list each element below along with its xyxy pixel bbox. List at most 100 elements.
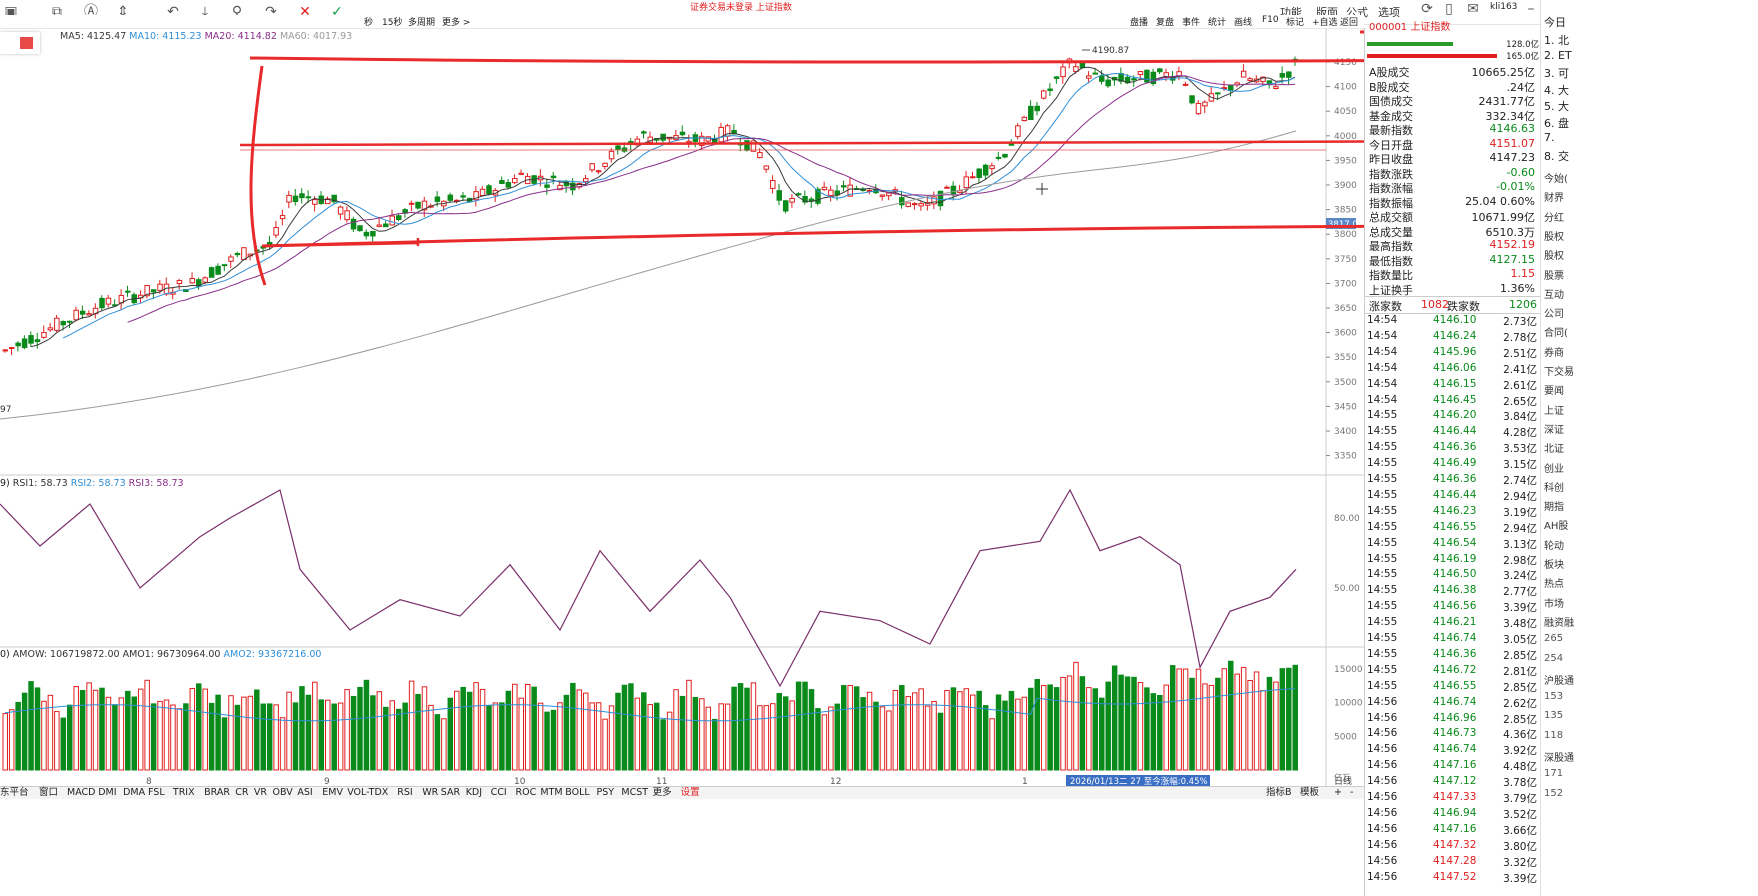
right-side-item[interactable]: 下交易 — [1544, 367, 1574, 378]
right-side-item[interactable]: 期指 — [1544, 502, 1564, 514]
user-name[interactable]: kli163 — [1490, 2, 1518, 12]
indicator-tab[interactable]: CR — [235, 787, 249, 798]
indicator-tab[interactable]: EMV — [322, 787, 343, 798]
right-side-item[interactable]: 市场 — [1544, 598, 1564, 610]
indicator-tab[interactable]: FSL — [148, 787, 165, 798]
indicator-tab[interactable]: MACD — [67, 787, 96, 798]
bottom-right-control[interactable]: + — [1334, 787, 1342, 798]
fit-icon[interactable]: ⇕ — [117, 4, 129, 20]
kline-chart[interactable]: 4150 4100 4050 4000 3950 3900 3850 3800 3750 3700… — [0, 28, 1364, 788]
right-side-item[interactable]: 公司 — [1544, 309, 1564, 321]
layout-icon[interactable]: ⧉ — [52, 4, 62, 20]
right-list-item[interactable]: 6. 盘 — [1544, 116, 1569, 130]
indicator-tab[interactable]: ASI — [297, 787, 313, 798]
indicator-tab[interactable]: BRAR — [204, 787, 230, 798]
tab-replay[interactable]: 复盘 — [1156, 18, 1175, 28]
check-icon[interactable]: ✓ — [331, 4, 343, 20]
right-list-item[interactable]: 2. ET — [1544, 48, 1572, 62]
right-side-item[interactable]: 合同( — [1544, 328, 1568, 340]
right-side-item[interactable]: 135 — [1544, 710, 1564, 722]
indicator-tab[interactable]: MCST — [621, 787, 649, 798]
right-list-item[interactable]: 3. 可 — [1544, 67, 1569, 80]
right-side-item[interactable]: 股权 — [1544, 231, 1564, 243]
right-side-item[interactable]: 北证 — [1544, 444, 1564, 456]
indicator-tab[interactable]: TRIX — [172, 787, 195, 798]
bottom-right-control[interactable]: 指标B — [1266, 787, 1292, 798]
tab-live[interactable]: 盘播 — [1130, 18, 1149, 28]
refresh-icon[interactable]: ⟳ — [1421, 1, 1433, 17]
indicator-tab[interactable]: DMI — [98, 787, 117, 798]
right-side-item[interactable]: 152 — [1544, 787, 1564, 799]
indicator-tab[interactable]: BOLL — [565, 787, 590, 798]
indicator-tab[interactable]: ROC — [515, 787, 537, 798]
right-side-item[interactable]: 沪股通 — [1544, 675, 1574, 687]
right-side-item[interactable]: 要闻 — [1544, 386, 1564, 398]
indicator-tab[interactable]: DMA — [123, 787, 146, 798]
right-side-item[interactable]: AH股 — [1544, 521, 1569, 533]
undo-icon[interactable]: ↶ — [167, 4, 179, 20]
indicator-tab[interactable]: 东平台 — [0, 787, 29, 798]
right-list-item[interactable]: 7. — [1544, 131, 1555, 144]
right-side-item[interactable]: 171 — [1544, 768, 1564, 780]
bottom-right-control[interactable]: 模板 — [1300, 787, 1320, 798]
right-side-item[interactable]: 互动 — [1544, 289, 1564, 301]
close-icon[interactable]: ✕ — [299, 4, 311, 20]
right-side-item[interactable]: 今始( — [1544, 174, 1568, 185]
tab-mark[interactable]: 标记 — [1286, 18, 1305, 28]
message-icon[interactable]: ✉ — [1467, 1, 1479, 17]
color-swatch[interactable] — [20, 37, 33, 49]
indicator-tab[interactable]: PSY — [596, 787, 615, 798]
right-side-item[interactable]: 254 — [1544, 652, 1564, 664]
tab-events[interactable]: 事件 — [1182, 18, 1201, 28]
right-side-item[interactable]: 分红 — [1544, 212, 1564, 224]
right-side-item[interactable]: 融资融 — [1544, 617, 1574, 629]
right-side-item[interactable]: 财界 — [1544, 193, 1564, 205]
right-side-item[interactable]: 265 — [1544, 633, 1564, 645]
menu-options[interactable]: 选项 — [1378, 6, 1400, 19]
right-side-item[interactable]: 股权 — [1544, 251, 1564, 263]
indicator-tab[interactable]: SAR — [440, 787, 461, 798]
right-side-item[interactable]: 上证 — [1544, 405, 1564, 417]
right-side-item[interactable]: 科创 — [1544, 482, 1564, 494]
indicator-tab[interactable]: VOL-TDX — [347, 787, 389, 798]
right-side-item[interactable]: 板块 — [1544, 560, 1564, 571]
right-side-item[interactable]: 153 — [1544, 691, 1564, 703]
indicator-tab[interactable]: CCI — [490, 787, 507, 798]
indicator-tab[interactable]: 窗口 — [39, 787, 59, 798]
indicator-tab[interactable]: MTM — [540, 787, 563, 798]
minimize-icon[interactable]: – — [1527, 1, 1535, 17]
right-list-item[interactable]: 5. 大 — [1544, 100, 1569, 113]
tab-second[interactable]: 秒 — [364, 18, 374, 28]
right-side-item[interactable]: 深证 — [1544, 424, 1564, 436]
mobile-icon[interactable]: ▯ — [1445, 1, 1453, 17]
tab-multi-period[interactable]: 多周期 — [408, 18, 436, 28]
download-icon[interactable]: ⤓ — [201, 4, 209, 20]
indicator-tab[interactable]: RSI — [397, 787, 413, 798]
indicator-tab[interactable]: KDJ — [465, 787, 483, 798]
right-side-item[interactable]: 创业 — [1544, 463, 1564, 475]
indicator-tab[interactable]: WR — [422, 787, 439, 798]
bottom-right-control[interactable]: - — [1350, 787, 1354, 798]
tab-back[interactable]: 返回 — [1340, 18, 1359, 28]
tab-15-second[interactable]: 15秒 — [382, 18, 403, 28]
tab-add-watch[interactable]: +自选 — [1312, 18, 1338, 28]
indicator-tab[interactable]: 更多 — [652, 787, 672, 798]
tab-draw[interactable]: 画线 — [1234, 18, 1253, 28]
tab-stats[interactable]: 统计 — [1208, 18, 1227, 28]
right-side-item[interactable]: 券商 — [1544, 347, 1564, 359]
indicator-tab[interactable]: 设置 — [680, 787, 700, 798]
tab-more[interactable]: 更多 > — [442, 18, 471, 28]
right-list-item[interactable]: 8. 交 — [1544, 149, 1569, 163]
right-list-item[interactable]: 1. 北 — [1544, 34, 1569, 47]
indicator-tab[interactable]: VR — [253, 787, 267, 798]
right-side-item[interactable]: 股票 — [1544, 270, 1564, 282]
pin-icon[interactable]: ⚲ — [231, 4, 243, 20]
tab-f10[interactable]: F10 — [1262, 15, 1279, 25]
indicator-tab[interactable]: OBV — [272, 787, 293, 798]
right-side-item[interactable]: 热点 — [1544, 579, 1564, 591]
share-icon[interactable]: ↷ — [265, 4, 277, 20]
right-side-item[interactable]: 轮动 — [1544, 540, 1564, 552]
right-side-item[interactable]: 深股通 — [1544, 753, 1574, 764]
color-picker[interactable] — [0, 32, 40, 54]
right-side-item[interactable]: 118 — [1544, 729, 1564, 741]
